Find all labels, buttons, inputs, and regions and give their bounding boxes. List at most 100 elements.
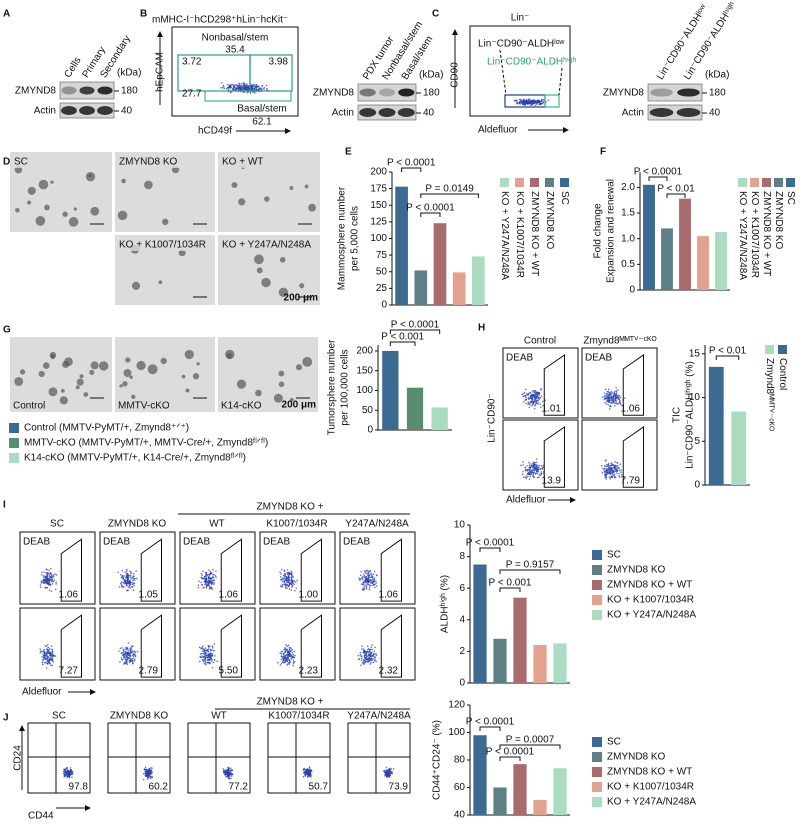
flow-event [618,467,620,469]
flow-event [358,577,360,579]
sphere [279,382,285,388]
flow-event [71,777,73,779]
column-header: SC [50,519,64,530]
panel-letter: E [345,147,352,158]
flow-event [529,406,531,408]
flow-event [604,398,606,400]
sphere [148,364,158,374]
flow-event [235,84,237,86]
sphere [162,219,168,225]
flow-event [384,775,386,777]
flow-event [366,588,368,590]
flow-event [47,663,49,665]
flow-event [51,646,53,648]
flow-event [529,478,531,480]
y-axis-title: Lin⁻CD90⁻ALDHʰⁱᵍʰ (%) [685,361,696,469]
flow-event [287,658,289,660]
sphere [289,186,293,190]
flow-event [540,465,542,467]
flow-event [125,647,127,649]
flow-event [126,661,128,663]
gate-value: 2.79 [139,666,159,677]
panel-letter: A [3,9,10,20]
flow-event [46,587,48,589]
flow-event [212,645,214,647]
flow-event [125,581,127,583]
flow-event [147,777,149,779]
flow-event [229,87,231,89]
sphere [39,371,45,377]
flow-event [257,89,259,91]
flow-event [128,655,130,657]
flow-event [522,473,524,475]
flow-event [519,98,521,100]
flow-event [284,577,286,579]
flow-event [205,647,207,649]
flow-event [213,583,215,585]
flow-event [603,469,605,471]
flow-event [204,576,206,578]
flow-event [610,399,612,401]
flow-event [615,477,617,479]
y-tick-label: 0 [629,285,635,296]
flow-event [291,652,293,654]
flow-event [538,397,540,399]
y-tick-label: 80 [454,755,466,766]
blot-unit: (kDa) [117,68,141,79]
flow-event [50,577,52,579]
sphere [238,198,245,205]
flow-event [531,399,533,401]
flow-event [46,569,48,571]
flow-event [282,579,284,581]
flow-event [540,389,542,391]
legend-swatch [592,565,602,575]
flow-event [48,569,50,571]
flow-event [40,584,42,586]
flow-event [208,574,210,576]
blot-band [398,108,415,117]
flow-event [227,84,229,86]
flow-event [521,394,523,396]
flow-event [540,101,542,103]
blot-row-label: Actin [34,106,56,117]
flow-event [609,478,611,480]
y-axis-title: Mammosphere number [337,186,348,290]
flow-event [308,770,310,772]
flow-event [542,400,544,402]
flow-event [147,778,149,780]
flow-event [123,663,125,665]
label: DEAB [506,353,534,364]
flow-event [202,659,204,661]
legend-label: ZMYND8 KO + WT [529,191,540,276]
marker-label: 40 [121,106,133,117]
flow-event [288,644,290,646]
flow-event [537,467,539,469]
flow-event [604,402,606,404]
flow-event [53,574,55,576]
flow-event [231,775,233,777]
axis-title: Lin⁻CD90⁻ [487,393,498,442]
blot-row-label: Actin [622,108,644,119]
flow-event [56,574,58,576]
flow-event [285,658,287,660]
flow-event [535,467,537,469]
flow-event [284,580,286,582]
flow-event [280,576,282,578]
image-label: SC [14,157,28,168]
gate-value: 2.32 [379,666,399,677]
y-tick-label: 150 [356,365,373,376]
gate [545,95,559,107]
label: Nonbasal/stem [202,33,269,44]
flow-event [213,580,215,582]
flow-event [534,405,536,407]
flow-event [292,575,294,577]
flow-event [531,401,533,403]
flow-event [540,397,542,399]
flow-event [262,85,264,87]
bar [453,272,466,305]
flow-event [611,469,613,471]
flow-event [618,395,620,397]
flow-event [524,392,526,394]
flow-event [129,662,131,664]
flow-event [536,394,538,396]
